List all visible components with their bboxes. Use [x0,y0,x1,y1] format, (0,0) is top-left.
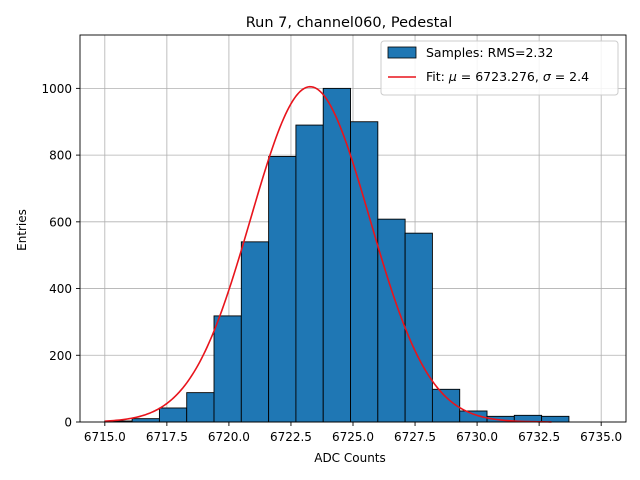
histogram-bar [404,232,433,423]
histogram-bar [213,315,242,423]
legend-histogram-swatch [387,46,417,59]
x-tick-label: 6717.5 [146,430,188,444]
x-tick-label: 6715.0 [84,430,126,444]
x-tick-label: 6725.0 [332,430,374,444]
x-tick-label: 6730.0 [456,430,498,444]
y-tick-label: 600 [49,215,72,229]
y-tick-label: 200 [49,349,72,363]
histogram-bar [295,124,324,423]
legend-fit-prefix: Fit: [426,69,449,84]
histogram-bar [377,218,406,423]
x-axis-label: ADC Counts [314,451,386,465]
chart-title: Run 7, channel060, Pedestal [246,15,453,31]
x-tick-label: 6720.0 [208,430,250,444]
y-axis-ticks: 0 200 400 600 800 1000 [41,82,80,430]
y-tick-label: 400 [49,282,72,296]
histogram-bar [322,87,351,423]
histogram-bar [240,241,270,423]
histogram-bar [268,155,297,423]
histogram-bar [186,392,215,423]
y-tick-label: 1000 [41,82,72,96]
legend-fit-sigma-symbol: σ [543,69,552,84]
legend-fit-mu-symbol: μ [448,69,457,84]
x-tick-label: 6735.0 [580,430,622,444]
histogram-bar [158,407,188,423]
y-tick-label: 800 [49,149,72,163]
x-tick-label: 6722.5 [270,430,312,444]
legend-fit-mu-value: = 6723.276, [457,69,543,84]
legend-box [380,40,619,96]
x-axis-ticks: 6715.0 6717.5 6720.0 6722.5 6725.0 6727.5 6730… [84,422,622,444]
x-tick-label: 6727.5 [394,430,436,444]
y-axis-label: Entries [15,209,29,251]
legend-histogram-label: Samples: RMS=2.32 [426,45,553,60]
histogram-bar [431,388,461,423]
gaussian-fit-curve [104,85,552,423]
legend-fit-label: Fit: μ = 6723.276, σ = 2.4 [426,69,589,84]
legend-fit-sigma-value: = 2.4 [551,69,589,84]
histogram-bar [131,418,160,423]
x-tick-label: 6732.5 [518,430,560,444]
histogram-bars [104,87,570,423]
legend: Samples: RMS=2.32 Fit: μ = 6723.276, σ =… [380,40,619,96]
y-tick-label: 0 [64,416,72,430]
